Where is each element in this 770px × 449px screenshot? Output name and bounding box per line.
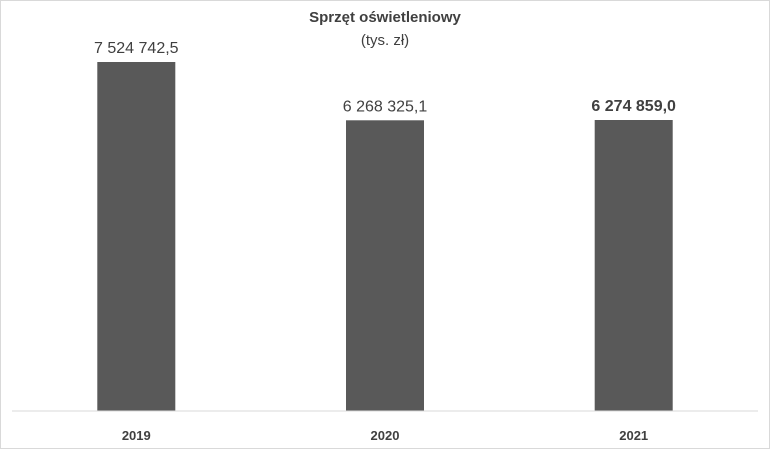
data-label-2020: 6 268 325,1: [343, 98, 428, 115]
data-label-2021: 6 274 859,0: [591, 98, 676, 115]
chart-title: Sprzęt oświetleniowy: [309, 9, 461, 26]
chart-subtitle: (tys. zł): [360, 32, 410, 49]
data-label-2019: 7 524 742,5: [94, 40, 179, 57]
bars-layer: [97, 62, 673, 412]
labels-layer: 7 524 742,5 6 268 325,1 6 274 859,0: [94, 40, 676, 115]
bar-2019: [97, 62, 176, 411]
ticks-layer: 2019 2020 2021: [122, 428, 648, 443]
bar-2021: [594, 120, 673, 411]
x-tick-label-2020: 2020: [371, 428, 400, 443]
bar-2020: [346, 120, 424, 412]
x-tick-label-2019: 2019: [122, 428, 151, 443]
x-tick-label-2021: 2021: [619, 428, 648, 443]
